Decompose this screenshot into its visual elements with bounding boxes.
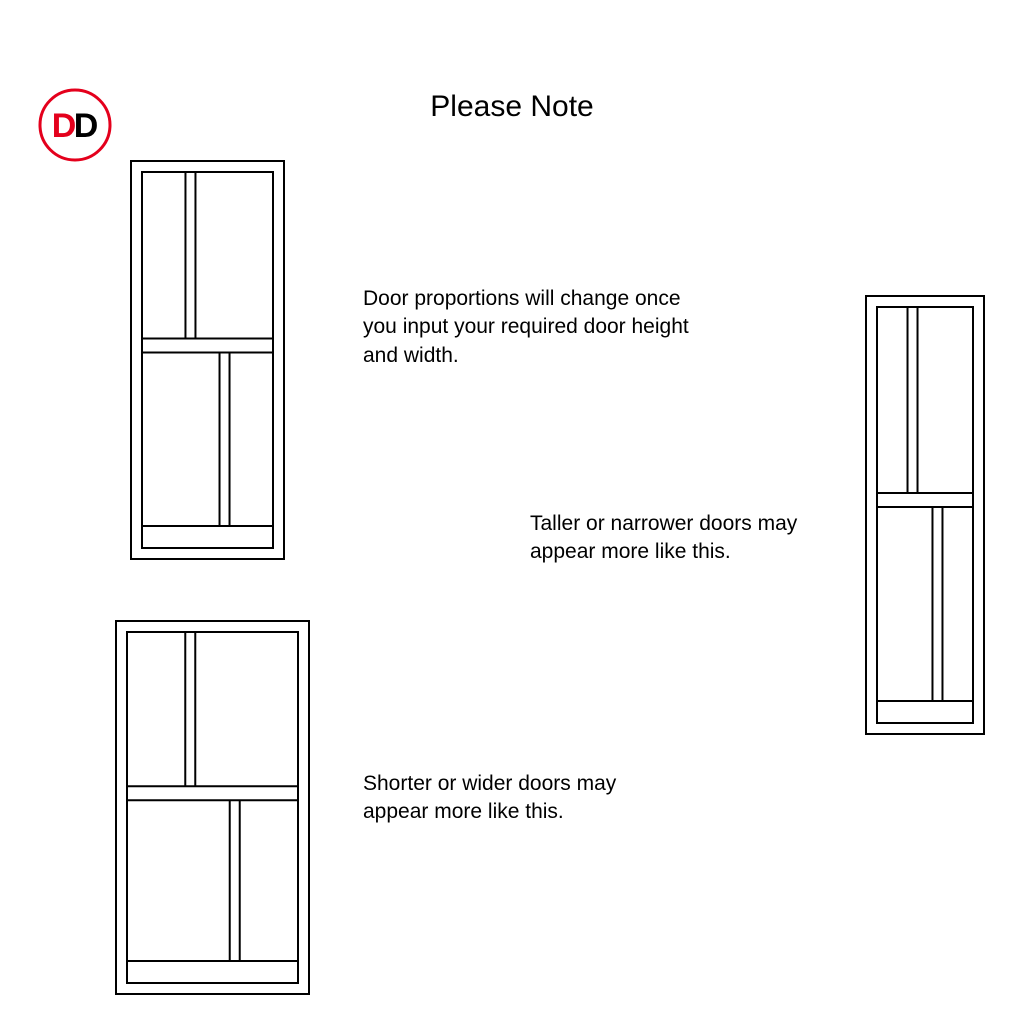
door-diagram-standard [130,160,285,560]
caption-wide: Shorter or wider doors may appear more l… [363,770,683,827]
door-diagram-narrow [865,295,985,735]
svg-text:D: D [74,107,99,145]
caption-narrow: Taller or narrower doors may appear more… [530,510,850,567]
door-diagram-wide [115,620,310,995]
page-title: Please Note [430,90,593,124]
svg-text:D: D [52,107,77,145]
caption-proportions: Door proportions will change once you in… [363,285,693,370]
brand-logo: DD [35,85,115,170]
